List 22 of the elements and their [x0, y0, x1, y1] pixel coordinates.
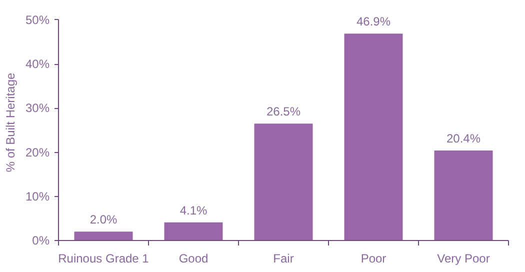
data-label: 4.1% — [180, 203, 208, 218]
y-tick-label: 40% — [25, 57, 50, 72]
y-tick-label: 20% — [25, 145, 50, 160]
y-axis-title: % of Built Heritage — [3, 72, 18, 172]
x-tick-label: Poor — [360, 252, 386, 266]
y-tick-label: 0% — [32, 234, 50, 248]
data-label: 2.0% — [90, 212, 118, 227]
y-tick-label: 50% — [25, 12, 50, 27]
bar — [344, 34, 403, 240]
data-label: 20.4% — [446, 132, 481, 146]
x-tick-label: Fair — [273, 252, 294, 266]
x-tick-label: Very Poor — [437, 252, 490, 266]
bar — [434, 150, 493, 240]
bar — [74, 232, 133, 240]
y-tick-label: 30% — [25, 101, 50, 116]
x-tick-label: Ruinous Grade 1 — [58, 252, 150, 266]
bar — [164, 222, 223, 240]
bar — [254, 124, 313, 240]
x-tick-label: Good — [178, 252, 208, 266]
data-label: 46.9% — [356, 14, 391, 29]
y-tick-label: 10% — [25, 189, 50, 204]
data-label: 26.5% — [266, 104, 301, 119]
